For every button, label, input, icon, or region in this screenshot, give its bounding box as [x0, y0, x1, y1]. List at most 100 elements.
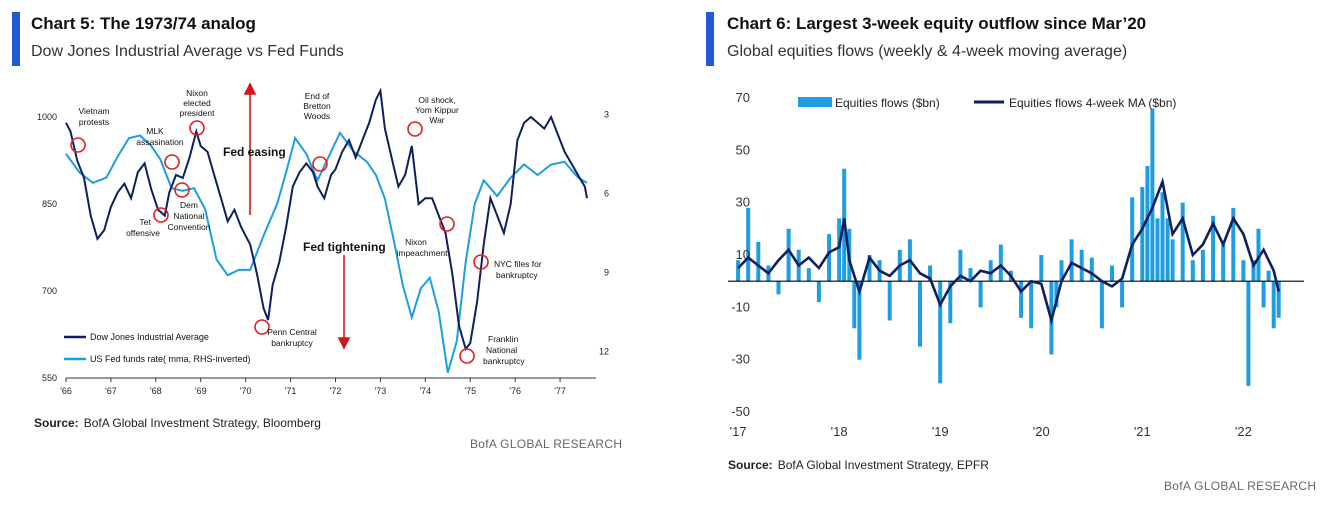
- annotation-line: End of: [305, 91, 330, 101]
- source-text: BofA Global Investment Strategy, Bloombe…: [83, 416, 321, 430]
- event-marker: [407, 121, 423, 137]
- x-tick-label: '71: [285, 386, 297, 396]
- y2-tick-label: 12: [599, 347, 609, 357]
- annotation-franklin: Franklin National bankruptcy: [483, 334, 525, 366]
- annotation-line: National: [173, 211, 204, 221]
- x-tick-label: '17: [730, 424, 747, 439]
- flow-bar: [1155, 218, 1160, 282]
- legend-swatch-flows: [798, 97, 832, 107]
- legend: Equities flows ($bn) Equities flows 4-we…: [798, 96, 1176, 110]
- source-label: Source:: [34, 416, 79, 430]
- annotation-line: impeachment: [396, 248, 448, 258]
- annotation-line: bankruptcy: [271, 338, 313, 348]
- legend-label-dow: Dow Jones Industrial Average: [90, 332, 209, 342]
- title-accent-bar: [12, 12, 20, 66]
- flow-bar: [1246, 281, 1251, 386]
- flow-bar: [1221, 244, 1226, 282]
- flow-bar: [1019, 281, 1024, 318]
- flow-bar: [1099, 281, 1104, 329]
- event-marker: [459, 348, 475, 364]
- flow-bar: [857, 281, 862, 360]
- event-marker: [189, 120, 205, 136]
- flow-bar: [1241, 260, 1246, 282]
- flow-bar: [1069, 239, 1074, 282]
- flow-bar: [978, 281, 983, 308]
- y-tick-label: -10: [731, 299, 750, 314]
- flow-bar: [918, 281, 922, 347]
- annotation-line: bankruptcy: [483, 356, 525, 366]
- chart-title: Chart 5: The 1973/74 analog: [31, 14, 256, 33]
- annotation-line: Nixon: [405, 237, 427, 247]
- flow-bar: [1200, 249, 1205, 282]
- x-tick-label: '21: [1134, 424, 1151, 439]
- series-dow-jones-line: [65, 87, 588, 352]
- annotation-line: elected: [183, 98, 211, 108]
- flow-bar: [867, 255, 872, 282]
- annotation-line: protests: [79, 117, 109, 127]
- annotation-line: Nixon: [186, 88, 208, 98]
- flow-bar: [1251, 260, 1256, 282]
- x-tick-label: '73: [375, 386, 387, 396]
- flow-bar: [786, 228, 791, 282]
- x-tick-label: '70: [240, 386, 252, 396]
- legend-label-fed: US Fed funds rate( mma, RHS-inverted): [90, 354, 251, 364]
- chart-subtitle: Dow Jones Industrial Average vs Fed Fund…: [31, 43, 344, 60]
- annotation-line: MLK: [146, 126, 164, 136]
- flow-bar: [1039, 255, 1044, 282]
- annotation-line: bankruptcy: [496, 270, 538, 280]
- annotation-mlk: MLK assasination: [136, 126, 184, 147]
- x-tick-label: '69: [195, 386, 207, 396]
- brand-label: BofA GLOBAL RESEARCH: [470, 437, 623, 451]
- series-fed-funds-line: [65, 130, 588, 373]
- source-label: Source:: [728, 458, 773, 472]
- annotation-line: NYC files for: [494, 259, 542, 269]
- annotation-fed-easing: Fed easing: [223, 145, 286, 159]
- flow-bar: [1160, 192, 1165, 282]
- x-tick-label: '76: [509, 386, 521, 396]
- y-tick-label: 550: [42, 373, 57, 383]
- annotation-fed-tightening: Fed tightening: [303, 240, 386, 254]
- x-tick-label: '72: [330, 386, 342, 396]
- flow-bar: [998, 244, 1003, 282]
- annotation-line: Tet: [139, 217, 151, 227]
- annotation-line: Penn Central: [267, 327, 317, 337]
- annotation-line: Bretton: [303, 101, 331, 111]
- flow-bar: [1190, 260, 1195, 282]
- chart-panel-left: Chart 5: The 1973/74 analog Dow Jones In…: [0, 0, 630, 509]
- annotation-nixon-impeachment: Nixon impeachment: [396, 237, 448, 258]
- flow-bar: [1211, 215, 1216, 282]
- annotation-line: Franklin: [488, 334, 519, 344]
- y-tick-label: 700: [42, 286, 57, 296]
- legend-label-ma: Equities flows 4-week MA ($bn): [1009, 96, 1176, 110]
- x-tick-label: '22: [1235, 424, 1252, 439]
- x-tick-label: '18: [831, 424, 848, 439]
- annotation-line: Dem: [180, 200, 198, 210]
- y-tick-label: 1000: [37, 112, 57, 122]
- flow-bar: [928, 265, 933, 282]
- y2-tick-label: 9: [604, 268, 609, 278]
- annotation-line: offensive: [126, 228, 160, 238]
- annotation-dem-convention: Dem National Convention: [167, 200, 210, 232]
- flow-bar: [887, 281, 892, 321]
- x-tick-label: '74: [419, 386, 431, 396]
- annotation-line: War: [429, 115, 444, 125]
- y-tick-label: 30: [736, 195, 750, 210]
- y2-tick-label: 6: [604, 188, 609, 198]
- event-marker: [439, 216, 455, 232]
- flow-bar: [852, 281, 857, 329]
- event-marker: [473, 254, 489, 270]
- event-marker: [164, 154, 180, 170]
- chart-subtitle: Global equities flows (weekly & 4-week m…: [727, 43, 1128, 60]
- flow-bar: [1276, 281, 1281, 318]
- flow-bar: [1079, 249, 1084, 282]
- annotation-line: National: [486, 345, 517, 355]
- flow-bar: [1120, 281, 1125, 308]
- x-tick-label: '77: [554, 386, 566, 396]
- flow-bar: [1029, 281, 1034, 329]
- annotation-nyc: NYC files for bankruptcy: [494, 259, 542, 280]
- annotation-tet: Tet offensive: [126, 217, 160, 238]
- flow-bar: [1180, 202, 1185, 282]
- event-marker: [312, 156, 328, 172]
- flow-bar: [1145, 166, 1150, 282]
- annotation-line: president: [180, 108, 216, 118]
